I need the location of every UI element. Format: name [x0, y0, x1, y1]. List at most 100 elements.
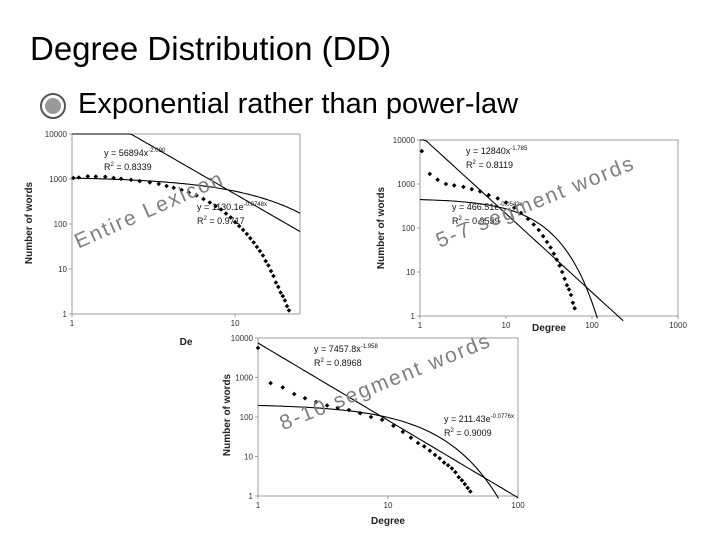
x-tick-label: 10 — [231, 319, 240, 328]
r-squared-value: = 0.9009 — [454, 428, 492, 438]
data-point — [451, 183, 457, 188]
fit-r-squared: R2 = 0.9559 — [452, 216, 500, 226]
data-point — [280, 293, 286, 299]
data-point — [503, 200, 509, 205]
x-tick-label: 1 — [256, 501, 261, 510]
data-point — [232, 219, 238, 225]
y-axis-label: Number of words — [24, 181, 35, 264]
r-squared-superscript: 2 — [473, 160, 477, 166]
r-squared-symbol: R — [452, 216, 459, 226]
data-point — [379, 417, 385, 423]
x-tick-label: 1 — [70, 319, 75, 328]
x-axis-label: Degree — [371, 516, 405, 527]
fit-equation-exponent: -1.958 — [361, 344, 379, 350]
fit-r-squared: R2 = 0.8119 — [466, 160, 513, 170]
data-point — [544, 239, 550, 245]
fit-equation-base: y = 56894x — [104, 148, 149, 158]
data-point — [118, 176, 124, 182]
data-point — [276, 284, 281, 290]
r-squared-superscript: 2 — [459, 216, 463, 222]
r-squared-symbol: R — [104, 162, 111, 172]
fit-equation-base: y = 466.51e — [452, 202, 499, 212]
data-point — [551, 251, 557, 256]
data-point — [566, 287, 572, 292]
fit-equation: y = 1130.1e-0.0748x — [197, 202, 267, 212]
x-tick-label: 1 — [418, 321, 423, 330]
exponential-fit-line — [257, 404, 499, 499]
data-point — [255, 345, 261, 351]
data-point — [562, 276, 567, 282]
exponential-fit-line — [419, 199, 598, 319]
data-point — [213, 203, 218, 209]
power-law-fit-line — [257, 342, 519, 499]
data-point — [271, 273, 276, 279]
fit-equation-base: y = 1130.1e — [197, 202, 244, 212]
data-point — [445, 463, 451, 468]
data-point — [111, 175, 116, 181]
data-point — [568, 292, 574, 298]
data-point — [512, 205, 517, 210]
fit-equation-base: y = 7457.8x — [314, 344, 361, 354]
r-squared-symbol: R — [444, 428, 451, 438]
data-point — [427, 448, 433, 453]
data-point — [346, 407, 352, 413]
data-point — [453, 469, 458, 475]
y-axis-label: Number of words — [222, 373, 233, 456]
data-point — [564, 282, 570, 288]
data-point — [357, 410, 363, 416]
fit-r-squared: R2 = 0.9717 — [197, 216, 245, 226]
y-tick-label: 10000 — [393, 136, 416, 145]
data-point — [251, 240, 256, 245]
data-point — [282, 298, 288, 303]
x-tick-label: 100 — [511, 501, 525, 510]
data-point — [441, 460, 447, 465]
data-point — [427, 171, 433, 177]
data-point — [278, 290, 283, 295]
fit-equation: y = 7457.8x-1.958 — [314, 344, 378, 354]
data-point — [291, 391, 297, 397]
data-point — [284, 303, 290, 309]
fit-equation: y = 12840x-1.785 — [466, 146, 528, 156]
r-squared-superscript: 2 — [111, 162, 115, 168]
fit-r-squared: R2 = 0.9009 — [444, 428, 492, 438]
data-point — [456, 474, 461, 480]
r-squared-value: = 0.9559 — [462, 216, 500, 226]
data-point — [218, 207, 224, 212]
fit-equation-base: y = 12840x — [466, 146, 511, 156]
data-point — [268, 380, 273, 386]
data-point — [179, 187, 184, 193]
y-axis-label: Number of words — [376, 186, 387, 269]
chart-8-10-segment-words: 10000 1000 100 10 11 10 100 Number of words Degr… — [222, 329, 525, 527]
x-tick-label: 100 — [585, 321, 599, 330]
data-point — [518, 210, 524, 216]
fit-equation-exponent: -0.0748x — [244, 202, 267, 208]
data-point — [531, 222, 536, 227]
data-point — [280, 385, 285, 390]
data-point — [263, 258, 268, 264]
x-tick-label: 1000 — [669, 321, 687, 330]
data-point — [443, 181, 449, 187]
data-point — [437, 456, 442, 461]
data-point — [201, 196, 206, 202]
r-squared-value: = 0.8968 — [324, 358, 362, 368]
y-tick-label: 1 — [63, 310, 68, 319]
r-squared-value: = 0.8119 — [476, 160, 513, 170]
y-tick-label: 100 — [54, 220, 68, 229]
fit-equation: y = 466.51e-0.0542x — [452, 202, 523, 212]
power-law-fit-line — [420, 139, 624, 322]
data-point — [71, 175, 76, 181]
y-tick-label: 10000 — [45, 130, 68, 139]
power-law-fit-line — [72, 133, 301, 232]
x-tick-label: 10 — [384, 501, 393, 510]
fit-equation-exponent: -2.090 — [148, 148, 166, 154]
data-point — [570, 300, 576, 306]
data-point — [548, 245, 553, 250]
data-point — [462, 481, 468, 487]
y-tick-label: 100 — [402, 224, 416, 233]
chart-5-7-segment-words: 10000 1000 100 10 11 10 100 1000 Number of words… — [376, 136, 687, 334]
data-point — [421, 444, 427, 449]
data-point — [257, 248, 263, 254]
data-point — [461, 184, 466, 190]
slide-bullet-text: Exponential rather than power-law — [78, 88, 519, 120]
data-point — [469, 186, 475, 192]
